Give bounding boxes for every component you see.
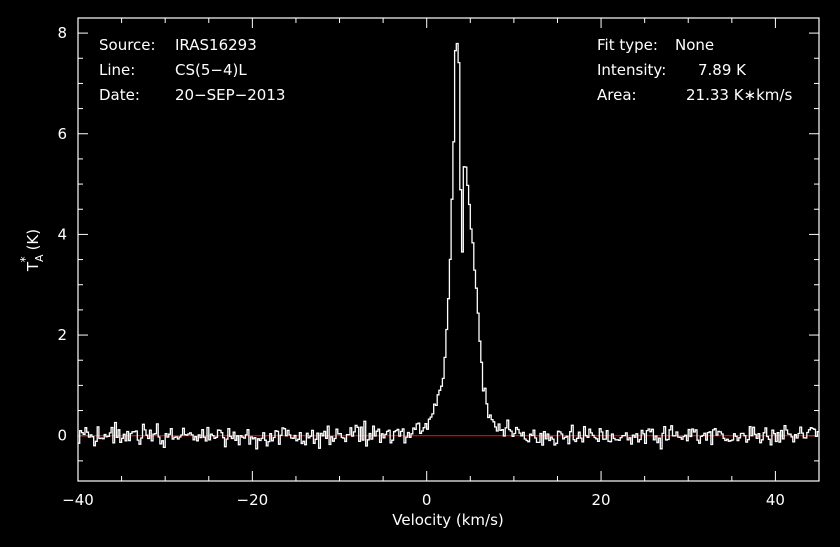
y-tick-label: 2 [57, 326, 67, 344]
area-key: Area: [597, 86, 637, 104]
x-tick-label: 0 [422, 491, 432, 509]
y-tick-label: 4 [57, 225, 67, 243]
x-tick-label: 40 [766, 491, 785, 509]
fit-type-key: Fit type: [597, 36, 658, 54]
line-value: CS(5−4)L [175, 61, 247, 79]
x-tick-labels: −40 −20 0 20 40 [62, 491, 785, 509]
fit-type-value: None [675, 36, 714, 54]
y-axis-label-sup: * [18, 256, 32, 262]
intensity-key: Intensity: [597, 61, 666, 79]
date-key: Date: [99, 86, 140, 104]
y-axis-label: TA* (K) [18, 229, 46, 272]
line-key: Line: [99, 61, 135, 79]
y-axis-label-sub: A [33, 254, 46, 262]
plot-frame [77, 17, 820, 482]
y-tick-label: 0 [57, 427, 67, 445]
x-axis-label: Velocity (km/s) [392, 511, 503, 529]
y-tick-label: 8 [57, 24, 67, 42]
date-value: 20−SEP−2013 [175, 86, 285, 104]
y-tick-labels: 0 2 4 6 8 [57, 24, 67, 445]
svg-text:TA*(K): TA* (K) [18, 229, 46, 272]
x-tick-label: 20 [592, 491, 611, 509]
spectrum-line [78, 42, 819, 450]
area-value: 21.33 K∗km/s [686, 86, 792, 104]
x-tick-label: −20 [237, 491, 269, 509]
intensity-value: 7.89 K [698, 61, 747, 79]
source-value: IRAS16293 [175, 36, 257, 54]
y-tick-label: 6 [57, 125, 67, 143]
y-axis-label-unit: (K) [24, 229, 42, 251]
y-axis-label-main: T [24, 261, 42, 272]
source-key: Source: [99, 36, 156, 54]
x-tick-label: −40 [62, 491, 94, 509]
